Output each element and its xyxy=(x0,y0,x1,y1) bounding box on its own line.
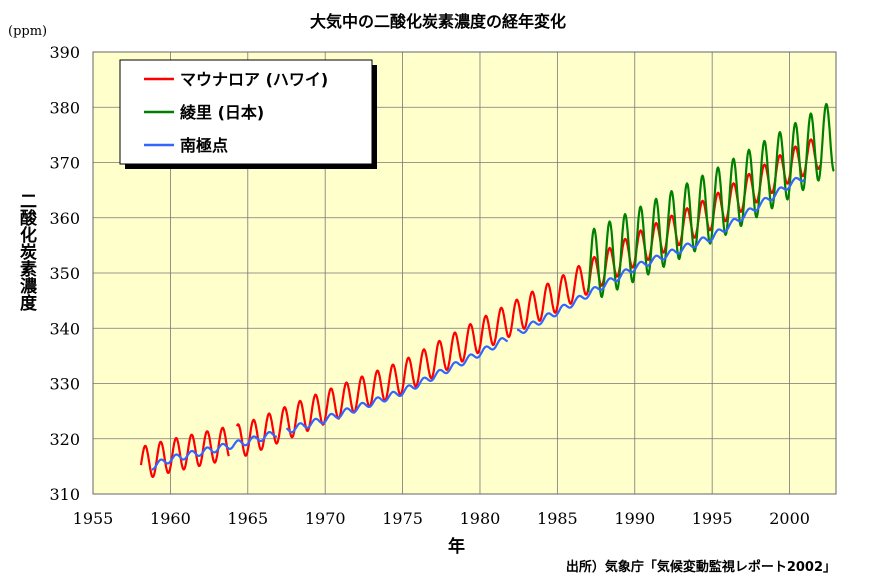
legend-label: 綾里 (日本) xyxy=(180,103,264,122)
y-tick-label: 330 xyxy=(49,375,80,394)
source-note: 出所）気象庁「気候変動監視レポート2002」 xyxy=(565,560,836,575)
x-tick-label: 1970 xyxy=(305,509,346,528)
y-tick-label: 320 xyxy=(49,430,80,449)
y-tick-label: 310 xyxy=(49,485,80,504)
series-line-3 xyxy=(285,337,509,434)
x-tick-label: 1995 xyxy=(692,509,733,528)
y-tick-label: 390 xyxy=(49,43,80,62)
y-tick-label: 340 xyxy=(49,319,80,338)
y-tick-label: 380 xyxy=(49,98,80,117)
x-tick-label: 1955 xyxy=(73,509,114,528)
x-tick-label: 1975 xyxy=(382,509,423,528)
plot-border xyxy=(92,51,837,495)
x-tick-label: 2000 xyxy=(769,509,810,528)
legend-label: マウナロア (ハワイ) xyxy=(180,70,328,89)
y-tick-label: 350 xyxy=(49,264,80,283)
x-tick-label: 1980 xyxy=(460,509,501,528)
y-unit-label: (ppm) xyxy=(8,24,48,39)
x-tick-label: 1960 xyxy=(150,509,191,528)
x-axis-label: 年 xyxy=(448,537,465,557)
chart-title: 大気中の二酸化炭素濃度の経年変化 xyxy=(309,12,566,31)
legend-label: 南極点 xyxy=(180,136,228,155)
y-axis-label: 二酸化炭素濃度 xyxy=(16,192,36,311)
x-tick-label: 1990 xyxy=(614,509,655,528)
y-tick-label: 360 xyxy=(49,209,80,228)
y-tick-label: 370 xyxy=(49,154,80,173)
series-line-3 xyxy=(151,431,278,471)
x-tick-label: 1985 xyxy=(537,509,578,528)
x-tick-label: 1965 xyxy=(227,509,268,528)
series-line-3 xyxy=(516,176,806,334)
